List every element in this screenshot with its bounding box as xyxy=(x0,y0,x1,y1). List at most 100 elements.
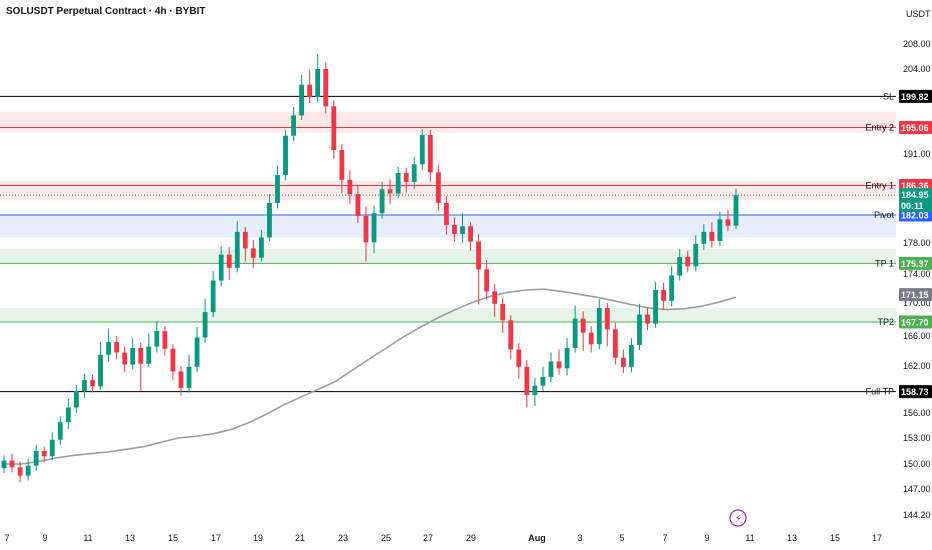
y-tick-label-11: 147.00 xyxy=(903,484,931,494)
candle-46 xyxy=(371,205,377,254)
candle-72 xyxy=(580,311,586,351)
candle-body xyxy=(629,345,634,367)
level-label-4: TP 1 xyxy=(875,258,894,268)
candle-body xyxy=(218,254,224,281)
level-tag-0-bg xyxy=(899,89,932,103)
candle-body xyxy=(556,361,562,369)
candle-body xyxy=(604,307,610,330)
candle-body xyxy=(452,224,457,234)
level-tag-3-text: 182.03 xyxy=(901,211,929,221)
level-label-5: TP2 xyxy=(877,317,894,327)
candle-body xyxy=(122,352,128,365)
candle-body xyxy=(234,231,240,268)
candle-body xyxy=(339,150,345,180)
candle-79 xyxy=(637,303,642,351)
candle-body xyxy=(138,348,144,364)
candle-81 xyxy=(653,281,658,328)
time-axis[interactable]: 7 9 11 13 15 17 19 21 23 25 27 29 Aug 3 5 7 9 11 13 15 17 xyxy=(4,533,882,543)
moving-average-line xyxy=(4,288,737,465)
candle-75 xyxy=(604,303,610,347)
candle-body xyxy=(580,318,586,333)
candle-1 xyxy=(9,453,15,473)
candle-body xyxy=(516,349,522,367)
candle-body xyxy=(65,407,71,423)
candle-body xyxy=(403,173,409,182)
candle-67 xyxy=(540,366,546,392)
zone-band-0 xyxy=(0,111,896,133)
level-tag-1-bg xyxy=(899,120,932,134)
candle-body xyxy=(186,366,192,388)
logo-glyph: ⚡ xyxy=(734,514,741,525)
candle-body xyxy=(371,213,377,243)
candle-50 xyxy=(403,167,409,193)
candle-35 xyxy=(283,130,288,181)
candle-body xyxy=(540,376,546,386)
candle-body xyxy=(645,314,650,324)
candle-body xyxy=(717,219,723,241)
candle-body xyxy=(33,451,39,466)
candle-33 xyxy=(267,194,272,241)
candle-body xyxy=(709,231,715,241)
y-tick-label-0: 208.00 xyxy=(903,39,931,49)
candle-body xyxy=(250,248,256,258)
x-tick-label-6: 19 xyxy=(253,533,263,543)
candle-2 xyxy=(17,461,23,483)
level-tag-5-text: 167.70 xyxy=(901,317,929,327)
level-label-1: Entry 2 xyxy=(865,122,894,132)
x-tick-label-17: 11 xyxy=(745,533,754,543)
candle-body xyxy=(685,256,691,267)
candle-body xyxy=(596,307,602,345)
y-tick-label-12: 144.20 xyxy=(903,510,931,520)
candle-body xyxy=(154,331,160,347)
candle-3 xyxy=(25,458,31,481)
candle-body xyxy=(355,194,361,216)
y-tick-label-10: 150.00 xyxy=(903,459,931,469)
price-axis[interactable]: 208.00 204.00 191.00 178.00 174.00 170.00 166.… xyxy=(903,39,931,520)
candle-45 xyxy=(363,207,369,262)
candle-body xyxy=(435,172,441,203)
candle-7 xyxy=(57,416,63,445)
candle-body xyxy=(468,226,473,242)
level-tag-6: 158.73 xyxy=(899,385,932,399)
candle-64 xyxy=(516,342,522,379)
currency-label: USDT xyxy=(906,9,931,19)
ma-value-tag-text: 171.15 xyxy=(901,290,929,300)
y-tick-label-7: 162.00 xyxy=(903,361,931,371)
candle-21 xyxy=(170,344,176,381)
zone-band-4 xyxy=(0,307,896,322)
x-tick-label-3: 13 xyxy=(125,533,135,543)
candle-22 xyxy=(178,366,184,396)
level-tag-6-bg xyxy=(899,385,932,399)
candle-18 xyxy=(146,333,152,367)
x-tick-label-4: 15 xyxy=(168,533,178,543)
candle-body xyxy=(291,115,296,136)
candle-84 xyxy=(677,249,683,281)
x-tick-label-1: 9 xyxy=(42,533,47,543)
candle-15 xyxy=(122,346,128,373)
candle-4 xyxy=(33,444,39,471)
y-tick-label-2: 191.00 xyxy=(903,149,931,159)
ma-value-tag: 171.15 xyxy=(899,288,932,302)
candle-body xyxy=(620,357,626,367)
candle-body xyxy=(258,237,264,258)
candle-12 xyxy=(98,342,103,390)
candle-57 xyxy=(460,213,465,243)
candle-body xyxy=(178,371,184,388)
x-tick-label-10: 27 xyxy=(423,533,433,543)
tradingview-logo-icon[interactable]: ⚡ xyxy=(729,509,747,527)
candle-55 xyxy=(444,196,449,235)
candle-31 xyxy=(250,240,256,268)
candle-body xyxy=(106,342,111,355)
candle-body xyxy=(500,303,506,321)
level-tag-4: 175.37 xyxy=(899,256,932,270)
candle-body xyxy=(90,380,95,387)
candle-24 xyxy=(194,326,200,373)
candle-58 xyxy=(468,222,473,251)
candle-56 xyxy=(452,217,457,242)
candle-41 xyxy=(331,100,337,159)
candle-44 xyxy=(355,185,361,223)
candle-body xyxy=(170,348,176,372)
candle-body xyxy=(347,179,353,195)
